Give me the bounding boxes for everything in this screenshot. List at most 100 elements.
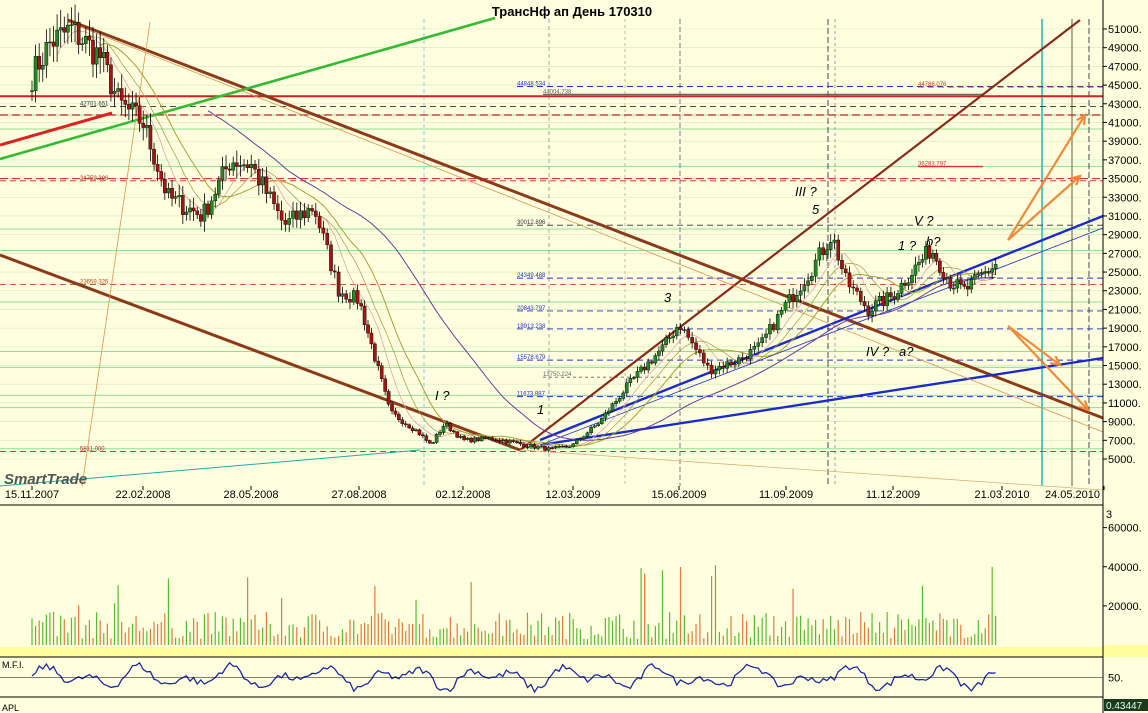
y-tick-label: 45000.	[1108, 80, 1142, 92]
x-tick-label: 22.02.2008	[115, 489, 170, 501]
smarttrade-logo: SmartTrade	[4, 471, 87, 488]
candle-body	[737, 357, 741, 365]
forecast-arrow-head	[1078, 400, 1090, 412]
candle-body	[843, 268, 848, 274]
trend-line	[67, 18, 1104, 420]
candle-body	[465, 437, 470, 440]
candle-body	[906, 282, 911, 286]
candle-body	[694, 342, 698, 350]
candle-body	[522, 443, 526, 447]
candle-body	[33, 56, 38, 91]
candle-body	[62, 27, 67, 33]
candle-body	[325, 232, 329, 245]
candle-body	[220, 166, 225, 181]
candle-body	[231, 162, 236, 171]
y-tick-label: 33000.	[1108, 192, 1142, 204]
apl-value: 0.43447	[1106, 701, 1143, 712]
candle-body	[84, 36, 88, 44]
x-tick-label: 27.08.2008	[331, 489, 386, 501]
moving-average-line	[74, 34, 996, 448]
candle-body	[69, 24, 74, 26]
wave-label: 1	[537, 402, 544, 417]
candle-body	[314, 210, 318, 217]
y-tick-label: 39000.	[1108, 136, 1142, 148]
candle-body	[109, 64, 113, 95]
candle-body	[227, 168, 232, 171]
mfi-line-path	[31, 661, 996, 694]
candle-body	[617, 398, 622, 402]
y-tick-label: 11000.	[1108, 398, 1141, 410]
candle-body	[752, 346, 757, 350]
candle-body	[137, 105, 142, 124]
candle-body	[596, 423, 601, 426]
candle-body	[332, 270, 337, 273]
candle-body	[369, 332, 374, 345]
candle-body	[515, 441, 519, 443]
candle-body	[344, 293, 348, 300]
candle-body	[817, 247, 822, 261]
candle-body	[268, 191, 273, 194]
candle-body	[635, 371, 640, 378]
candle-body	[920, 259, 925, 263]
candle-body	[376, 360, 381, 366]
candle-body	[874, 300, 878, 312]
candle-body	[417, 429, 422, 436]
candle-body	[934, 253, 939, 262]
candle-body	[348, 299, 352, 303]
candle-body	[119, 88, 124, 101]
candle-body	[599, 418, 604, 425]
candle-body	[379, 365, 384, 379]
trend-line	[519, 19, 1081, 451]
candle-body	[671, 335, 675, 338]
trend-line	[539, 214, 1104, 442]
candle-body	[945, 277, 949, 279]
candle-body	[291, 210, 295, 219]
candle-body	[55, 29, 59, 47]
fib-level-label: 44786.076	[918, 82, 947, 88]
candle-body	[170, 187, 174, 199]
y-tick-label: 17000.	[1108, 342, 1142, 354]
candle-body	[614, 400, 618, 404]
candle-body	[632, 377, 636, 379]
candle-body	[383, 378, 387, 392]
candle-body	[242, 164, 246, 166]
candle-body	[340, 293, 345, 297]
candle-body	[983, 271, 988, 274]
candle-body	[184, 211, 189, 215]
fib-level-label: 34759.396	[80, 176, 109, 182]
x-tick-label: 02.12.2008	[435, 489, 490, 501]
candle-body	[206, 203, 210, 215]
candle-body	[362, 305, 367, 326]
y-tick-label: 43000.	[1108, 99, 1142, 111]
candle-body	[400, 419, 405, 424]
candle-body	[536, 446, 540, 449]
candle-body	[958, 279, 963, 285]
candle-body	[986, 271, 991, 273]
wave-label: V ?	[914, 213, 934, 228]
candle-body	[582, 436, 586, 440]
candle-body	[721, 366, 726, 369]
candle-body	[775, 314, 780, 331]
candle-body	[892, 296, 897, 300]
candle-body	[163, 178, 167, 194]
candle-body	[310, 208, 314, 212]
candle-body	[660, 344, 665, 352]
candle-body	[181, 195, 185, 215]
candle-body	[955, 279, 960, 289]
candle-body	[141, 123, 146, 128]
candle-body	[653, 355, 658, 364]
candle-body	[101, 52, 106, 59]
candle-body	[145, 125, 149, 128]
candle-body	[628, 378, 633, 383]
candle-body	[235, 162, 239, 167]
volume-tick-label: 40000.	[1108, 562, 1142, 574]
candle-body	[646, 361, 651, 371]
candle-body	[858, 291, 863, 302]
y-tick-label: 19000.	[1108, 323, 1142, 335]
candle-body	[497, 439, 502, 442]
candle-body	[451, 430, 456, 433]
candle-body	[66, 24, 70, 33]
candle-body	[686, 329, 691, 338]
candle-body	[431, 442, 435, 444]
candle-body	[772, 324, 776, 331]
